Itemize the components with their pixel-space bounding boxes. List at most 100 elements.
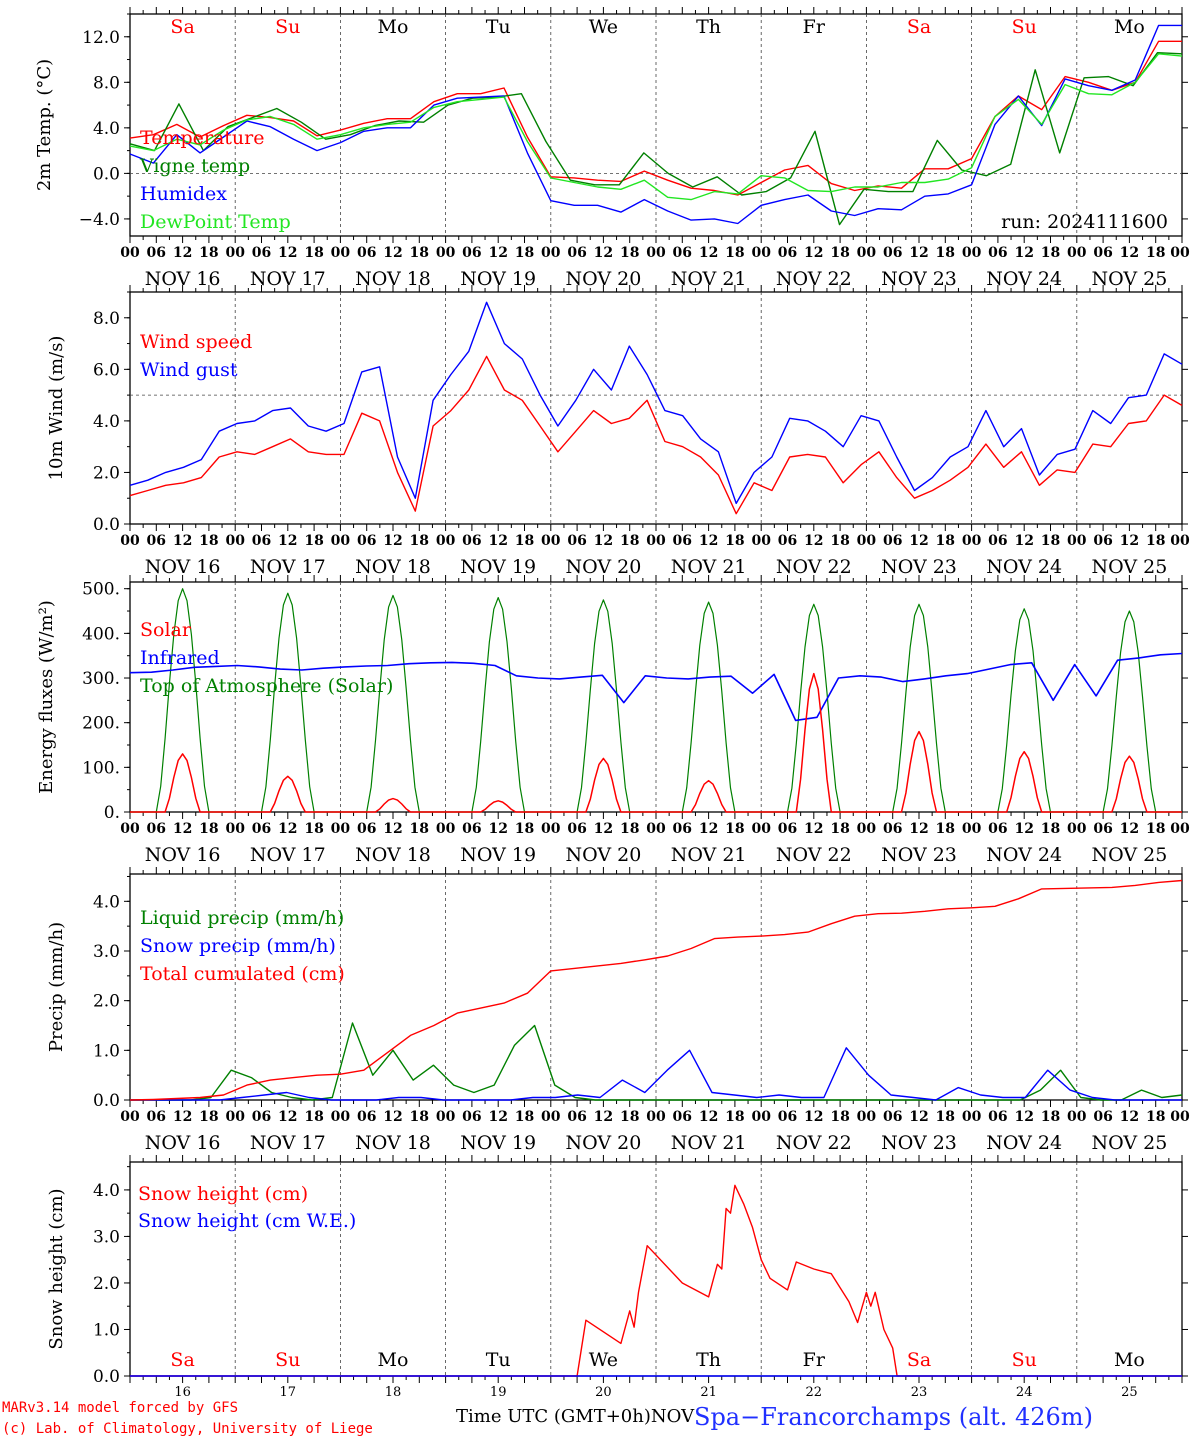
hour-label: 12 (488, 533, 507, 549)
hour-label: 06 (357, 1109, 376, 1125)
hour-label: 12 (383, 1109, 402, 1125)
date-label: NOV 17 (250, 556, 326, 578)
dewpoint-temp-line (129, 53, 1183, 201)
hour-label: 12 (173, 821, 192, 837)
y-axis-label: Precip (mm/h) (46, 922, 67, 1052)
hour-label: 06 (567, 1109, 586, 1125)
hour-label: 06 (357, 245, 376, 261)
hour-label: 06 (988, 1109, 1007, 1125)
y-tick-label: 2.0 (93, 463, 120, 483)
date-label: NOV 25 (1091, 1132, 1167, 1154)
vigne-temp-line (129, 52, 1183, 226)
date-label: NOV 23 (881, 844, 957, 866)
hour-label: 12 (909, 1109, 928, 1125)
y-tick-label: 3.0 (93, 942, 120, 962)
hour-label: 06 (147, 821, 166, 837)
day-name-bottom: Sa (907, 1349, 931, 1371)
day-number: 17 (280, 1385, 297, 1400)
lab-credit: (c) Lab. of Climatology, University of L… (2, 1421, 373, 1437)
hour-label: 18 (304, 1109, 323, 1125)
hour-label: 06 (778, 533, 797, 549)
legend-entry: Total cumulated (cm) (140, 963, 345, 985)
hour-label: 00 (857, 245, 877, 261)
day-name-top: Sa (907, 16, 931, 38)
hour-label: 12 (383, 245, 402, 261)
hour-label: 00 (436, 1109, 456, 1125)
date-label: NOV 23 (881, 1132, 957, 1154)
hour-label: 06 (147, 533, 166, 549)
hour-label: 00 (1067, 821, 1087, 837)
hour-label: 12 (804, 245, 823, 261)
hour-label: 00 (857, 1109, 877, 1125)
legend-entry: Vigne temp (139, 155, 250, 177)
hour-label: 00 (436, 533, 456, 549)
day-number: 25 (1121, 1385, 1138, 1400)
hour-label: 00 (225, 821, 245, 837)
hour-label: 00 (120, 821, 140, 837)
y-axis-label: Energy fluxes (W/m²) (36, 600, 57, 794)
date-label: NOV 17 (250, 1132, 326, 1154)
date-label: NOV 20 (565, 268, 641, 290)
hour-label: 00 (1170, 821, 1190, 837)
hour-label: 00 (331, 821, 351, 837)
hour-label: 00 (646, 533, 666, 549)
hour-label: 00 (1067, 1109, 1087, 1125)
x-axis-label: Time UTC (GMT+0h) (456, 1406, 651, 1427)
hour-label: 12 (1120, 1109, 1139, 1125)
date-label: NOV 22 (776, 268, 852, 290)
day-number: 16 (174, 1385, 191, 1400)
day-name-top: Sa (170, 16, 194, 38)
day-name-bottom: Fr (803, 1349, 826, 1371)
hour-label: 18 (725, 245, 744, 261)
date-label: NOV 25 (1091, 844, 1167, 866)
day-name-top: Mo (1114, 16, 1145, 38)
date-label: NOV 24 (986, 844, 1062, 866)
day-number: 18 (385, 1385, 402, 1400)
hour-label: 18 (1146, 1109, 1165, 1125)
hour-label: 06 (988, 245, 1007, 261)
legend-entry: Temperature (140, 127, 264, 149)
hour-label: 06 (778, 245, 797, 261)
hour-label: 18 (515, 245, 534, 261)
hour-label: 12 (699, 245, 718, 261)
date-label: NOV 19 (460, 844, 536, 866)
y-tick-label: 1.0 (93, 1041, 120, 1061)
hour-label: 18 (1041, 533, 1060, 549)
hour-label: 00 (751, 533, 771, 549)
hour-label: 06 (673, 533, 692, 549)
date-label: NOV 18 (355, 556, 431, 578)
hour-label: 06 (883, 245, 902, 261)
hour-label: 12 (1120, 533, 1139, 549)
hour-label: 12 (278, 245, 297, 261)
hour-label: 12 (488, 1109, 507, 1125)
y-tick-label: 8.0 (93, 73, 120, 93)
legend-entry: Liquid precip (mm/h) (140, 907, 344, 929)
hour-label: 12 (488, 245, 507, 261)
station-name: Spa−Francorchamps (alt. 426m) (694, 1403, 1093, 1431)
hour-label: 18 (515, 533, 534, 549)
hour-label: 00 (331, 1109, 351, 1125)
legend-entry: Humidex (140, 183, 227, 205)
y-tick-label: 400. (82, 624, 120, 644)
hour-label: 12 (1120, 821, 1139, 837)
hour-label: 06 (252, 1109, 271, 1125)
legend-entry: DewPoint Temp (140, 211, 291, 233)
hour-label: 00 (541, 245, 561, 261)
hour-label: 00 (541, 1109, 561, 1125)
hour-label: 12 (804, 1109, 823, 1125)
hour-label: 06 (778, 1109, 797, 1125)
day-name-bottom: Sa (170, 1349, 194, 1371)
toa-solar-line (130, 588, 1182, 813)
date-label: NOV 16 (145, 1132, 221, 1154)
day-number: 23 (911, 1385, 928, 1400)
hour-label: 06 (1093, 821, 1112, 837)
hour-label: 06 (147, 1109, 166, 1125)
run-label: run: 2024111600 (1001, 211, 1168, 233)
hour-label: 12 (173, 1109, 192, 1125)
date-label: NOV 23 (881, 268, 957, 290)
hour-label: 12 (173, 533, 192, 549)
hour-label: 06 (1093, 533, 1112, 549)
date-label: NOV 21 (671, 556, 747, 578)
hour-label: 12 (1014, 533, 1033, 549)
